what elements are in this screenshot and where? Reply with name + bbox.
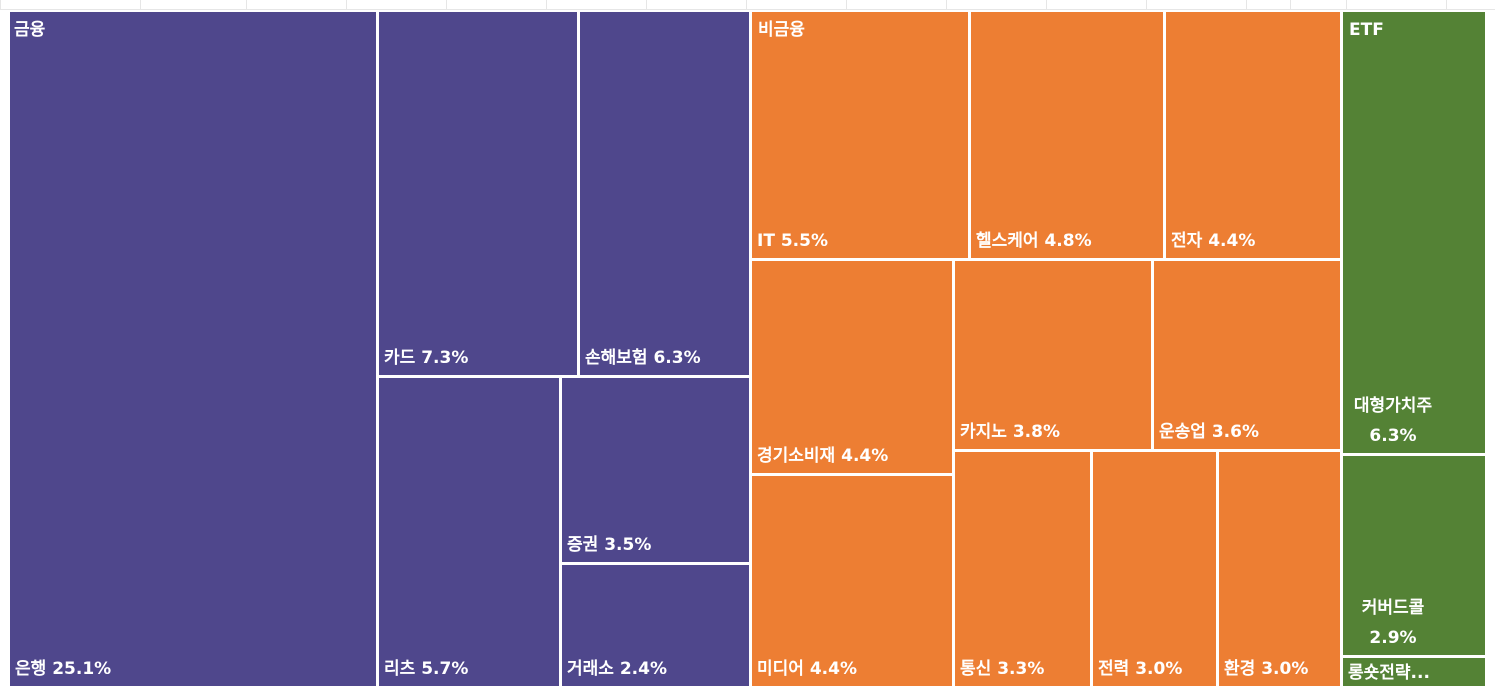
gridline bbox=[846, 0, 847, 10]
treemap-tile[interactable]: 손해보험 6.3% bbox=[578, 10, 751, 377]
tile-label: 롱숏전략... bbox=[1348, 663, 1430, 683]
treemap-tile[interactable]: 헬스케어 4.8% bbox=[969, 10, 1165, 260]
tile-label: 리츠 5.7% bbox=[384, 659, 469, 679]
tile-label: IT 5.5% bbox=[757, 231, 828, 251]
tile-label: 카지노 3.8% bbox=[960, 422, 1060, 442]
tile-label: 손해보험 6.3% bbox=[585, 348, 701, 368]
gridline bbox=[946, 0, 947, 10]
gridline bbox=[1146, 0, 1147, 10]
spreadsheet-gridlines bbox=[0, 0, 1495, 10]
treemap-tile[interactable]: IT 5.5% bbox=[750, 10, 970, 260]
gridline bbox=[140, 0, 141, 10]
tile-label: 전자 4.4% bbox=[1171, 231, 1256, 251]
gridline bbox=[346, 0, 347, 10]
treemap-tile[interactable]: 운송업 3.6% bbox=[1152, 259, 1342, 451]
treemap-tile[interactable]: 거래소 2.4% bbox=[560, 563, 751, 688]
group-label: 금융 bbox=[14, 20, 46, 40]
group-label: ETF bbox=[1349, 20, 1384, 40]
treemap-tile[interactable]: 통신 3.3% bbox=[953, 450, 1092, 688]
tile-label: 카드 7.3% bbox=[384, 348, 469, 368]
tile-label: 전력 3.0% bbox=[1098, 659, 1183, 679]
tile-label: 은행 25.1% bbox=[15, 659, 112, 679]
treemap-tile[interactable]: 환경 3.0% bbox=[1217, 450, 1342, 688]
gridline bbox=[746, 0, 747, 10]
tile-label: 미디어 4.4% bbox=[757, 659, 857, 679]
tile-label: 대형가치주 6.3% bbox=[1353, 396, 1433, 446]
tile-label: 거래소 2.4% bbox=[567, 659, 667, 679]
treemap-tile[interactable]: 롱숏전략... bbox=[1341, 656, 1487, 688]
gridline bbox=[1246, 0, 1247, 10]
gridline bbox=[1290, 0, 1291, 10]
gridline bbox=[1346, 0, 1347, 10]
tile-label: 환경 3.0% bbox=[1224, 659, 1309, 679]
treemap-tile[interactable]: 은행 25.1% bbox=[8, 10, 378, 688]
gridline bbox=[546, 0, 547, 10]
tile-label: 커버드콜 2.9% bbox=[1361, 598, 1425, 648]
treemap-tile[interactable]: 경기소비재 4.4% bbox=[750, 259, 954, 475]
treemap-tile[interactable]: 대형가치주 6.3% bbox=[1341, 10, 1487, 455]
treemap-tile[interactable]: 커버드콜 2.9% bbox=[1341, 454, 1487, 657]
treemap-tile[interactable]: 미디어 4.4% bbox=[750, 474, 954, 688]
gridline bbox=[446, 0, 447, 10]
treemap-tile[interactable]: 카지노 3.8% bbox=[953, 259, 1153, 451]
gridline bbox=[1446, 0, 1447, 10]
gridline bbox=[0, 0, 1, 10]
gridline bbox=[646, 0, 647, 10]
gridline bbox=[246, 0, 247, 10]
treemap-tile[interactable]: 전력 3.0% bbox=[1091, 450, 1218, 688]
gridline bbox=[1046, 0, 1047, 10]
treemap-tile[interactable]: 전자 4.4% bbox=[1164, 10, 1342, 260]
treemap-tile[interactable]: 리츠 5.7% bbox=[377, 376, 561, 688]
tile-label: 헬스케어 4.8% bbox=[976, 231, 1092, 251]
tile-label: 증권 3.5% bbox=[567, 535, 652, 555]
tile-label: 운송업 3.6% bbox=[1159, 422, 1259, 442]
group-label: 비금융 bbox=[758, 20, 805, 40]
treemap-tile[interactable]: 카드 7.3% bbox=[377, 10, 579, 377]
tile-label: 경기소비재 4.4% bbox=[757, 446, 889, 466]
treemap-tile[interactable]: 증권 3.5% bbox=[560, 376, 751, 564]
tile-label: 통신 3.3% bbox=[960, 659, 1045, 679]
